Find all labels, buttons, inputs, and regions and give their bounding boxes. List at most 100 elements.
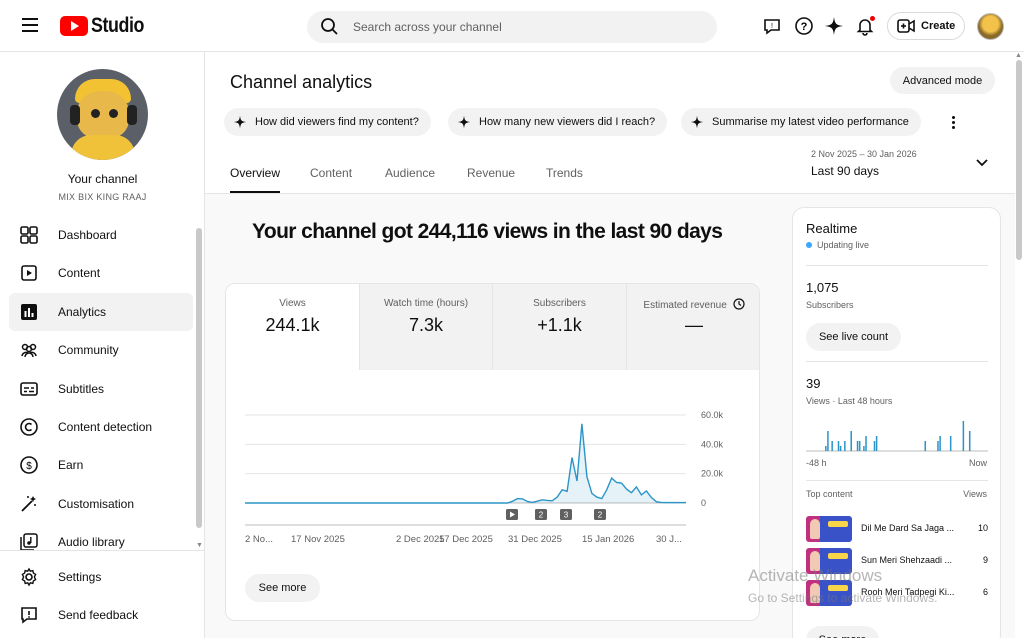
sidebar-item-send-feedback[interactable]: Send feedback <box>9 596 193 634</box>
subtitles-icon <box>20 382 38 396</box>
sidebar-item-label: Content detection <box>58 420 153 434</box>
realtime-bar <box>850 431 852 451</box>
tab-revenue[interactable]: Revenue <box>467 166 516 180</box>
sidebar: Your channel MIX BIX KING RAAJ Dashboard… <box>0 52 205 638</box>
video-marker-count: 3 <box>564 511 569 520</box>
video-thumbnail <box>806 548 852 574</box>
sidebar-item-earn[interactable]: $ Earn <box>9 446 193 484</box>
analytics-icon <box>21 304 37 320</box>
main-content: Channel analytics Advanced mode How did … <box>205 52 1015 638</box>
realtime-bar <box>827 431 829 451</box>
sidebar-item-settings[interactable]: Settings <box>9 558 193 596</box>
search-bar[interactable] <box>307 11 717 43</box>
metric-views[interactable]: Views 244.1k <box>226 284 360 370</box>
sidebar-item-label: Content <box>58 266 101 280</box>
video-thumbnail <box>806 580 852 606</box>
realtime-bar <box>863 446 865 451</box>
tab-audience[interactable]: Audience <box>385 166 436 180</box>
more-options-icon[interactable] <box>945 112 961 132</box>
divider <box>806 265 988 266</box>
video-title: Dil Me Dard Sa Jaga ... <box>861 523 955 533</box>
sparkle-icon <box>233 115 247 129</box>
chevron-down-icon[interactable] <box>975 156 989 170</box>
suggestion-chip[interactable]: Summarise my latest video performance <box>681 108 921 136</box>
realtime-views-label: Views · Last 48 hours <box>806 396 893 406</box>
chip-label: How many new viewers did I reach? <box>479 116 656 128</box>
sidebar-item-subtitles[interactable]: Subtitles <box>9 370 193 408</box>
realtime-bar <box>968 431 971 451</box>
x-tick-label: 2 Dec 2025 <box>396 534 445 545</box>
top-content-row[interactable]: Rooh Meri Tadpegi Ki... 6 <box>806 580 988 606</box>
video-marker <box>594 509 606 520</box>
dollar-icon: $ <box>20 456 38 474</box>
realtime-bar <box>939 436 941 451</box>
top-content-row[interactable]: Dil Me Dard Sa Jaga ... 10 <box>806 516 988 542</box>
studio-logo[interactable]: Studio <box>60 14 153 38</box>
divider <box>0 550 204 551</box>
scroll-up-arrow-icon[interactable]: ▲ <box>1015 52 1022 59</box>
sparkle-icon <box>690 115 704 129</box>
realtime-axis-start: -48 h <box>806 458 827 468</box>
help-icon[interactable]: ? <box>792 14 816 38</box>
realtime-card: Realtime Updating live 1,075 Subscribers… <box>792 207 1001 638</box>
realtime-see-more-button[interactable]: See more <box>806 626 879 638</box>
video-views: 10 <box>977 523 988 533</box>
realtime-status: Updating live <box>806 240 869 250</box>
notifications-icon[interactable] <box>853 14 877 38</box>
account-avatar[interactable] <box>977 13 1004 40</box>
date-range[interactable]: 2 Nov 2025 – 30 Jan 2026 <box>811 149 917 159</box>
y-tick-label: 60.0k <box>701 410 724 420</box>
metric-value: 244.1k <box>265 315 320 335</box>
tab-overview[interactable]: Overview <box>230 166 281 180</box>
sidebar-scrollbar[interactable] <box>196 228 202 528</box>
sparkle-icon[interactable] <box>822 14 846 38</box>
chip-label: Summarise my latest video performance <box>712 116 909 128</box>
gear-icon <box>21 567 37 587</box>
sidebar-item-label: Analytics <box>58 305 107 319</box>
sidebar-item-customisation[interactable]: Customisation <box>9 485 193 523</box>
realtime-status-text: Updating live <box>817 240 870 250</box>
main-scrollbar[interactable] <box>1016 60 1022 260</box>
series-line <box>245 423 686 504</box>
sidebar-item-label: Settings <box>58 570 102 584</box>
sidebar-item-label: Send feedback <box>58 608 139 622</box>
advanced-mode-button[interactable]: Advanced mode <box>890 67 995 94</box>
sidebar-item-content[interactable]: Content <box>9 254 193 292</box>
menu-icon[interactable] <box>18 14 42 38</box>
search-input[interactable] <box>353 11 703 43</box>
tab-trends[interactable]: Trends <box>546 166 583 180</box>
realtime-bar <box>924 441 927 451</box>
date-selector[interactable]: Last 90 days <box>811 164 880 178</box>
video-title: Sun Meri Shehzaadi ... <box>861 555 953 565</box>
see-more-button[interactable]: See more <box>245 574 320 602</box>
sidebar-item-content-detection[interactable]: Content detection <box>9 408 193 446</box>
sidebar-item-community[interactable]: Community <box>9 331 193 369</box>
suggestion-chip[interactable]: How did viewers find my content? <box>224 108 431 136</box>
see-live-count-button[interactable]: See live count <box>806 323 901 351</box>
metric-subscribers[interactable]: Subscribers +1.1k <box>493 284 627 370</box>
create-button[interactable]: Create <box>887 12 965 40</box>
realtime-bar <box>873 441 876 451</box>
metric-label-text: Estimated revenue <box>643 300 727 311</box>
sidebar-item-dashboard[interactable]: Dashboard <box>9 216 193 254</box>
chip-label: How did viewers find my content? <box>255 116 419 128</box>
metric-label: Views <box>279 298 306 309</box>
notification-badge <box>869 15 876 22</box>
tab-content[interactable]: Content <box>310 166 353 180</box>
dialog-icon[interactable]: ! <box>760 14 784 38</box>
metric-watch-time[interactable]: Watch time (hours) 7.3k <box>360 284 493 370</box>
realtime-bar <box>839 446 842 451</box>
sidebar-item-label: Audio library <box>58 535 125 549</box>
sidebar-item-analytics[interactable]: Analytics <box>9 293 193 331</box>
sidebar-item-audio-library[interactable]: Audio library <box>9 523 193 561</box>
realtime-bar <box>875 436 878 451</box>
suggestion-chip[interactable]: How many new viewers did I reach? <box>448 108 668 136</box>
metric-estimated-revenue[interactable]: Estimated revenue — <box>627 284 759 370</box>
top-content-views-label: Views <box>963 489 987 499</box>
video-views: 9 <box>982 555 988 565</box>
feedback-icon <box>21 607 37 624</box>
scroll-down-arrow-icon[interactable]: ▼ <box>196 542 203 549</box>
copyright-icon <box>20 418 38 436</box>
channel-avatar[interactable] <box>57 69 148 160</box>
top-content-row[interactable]: Sun Meri Shehzaadi ... 9 <box>806 548 988 574</box>
